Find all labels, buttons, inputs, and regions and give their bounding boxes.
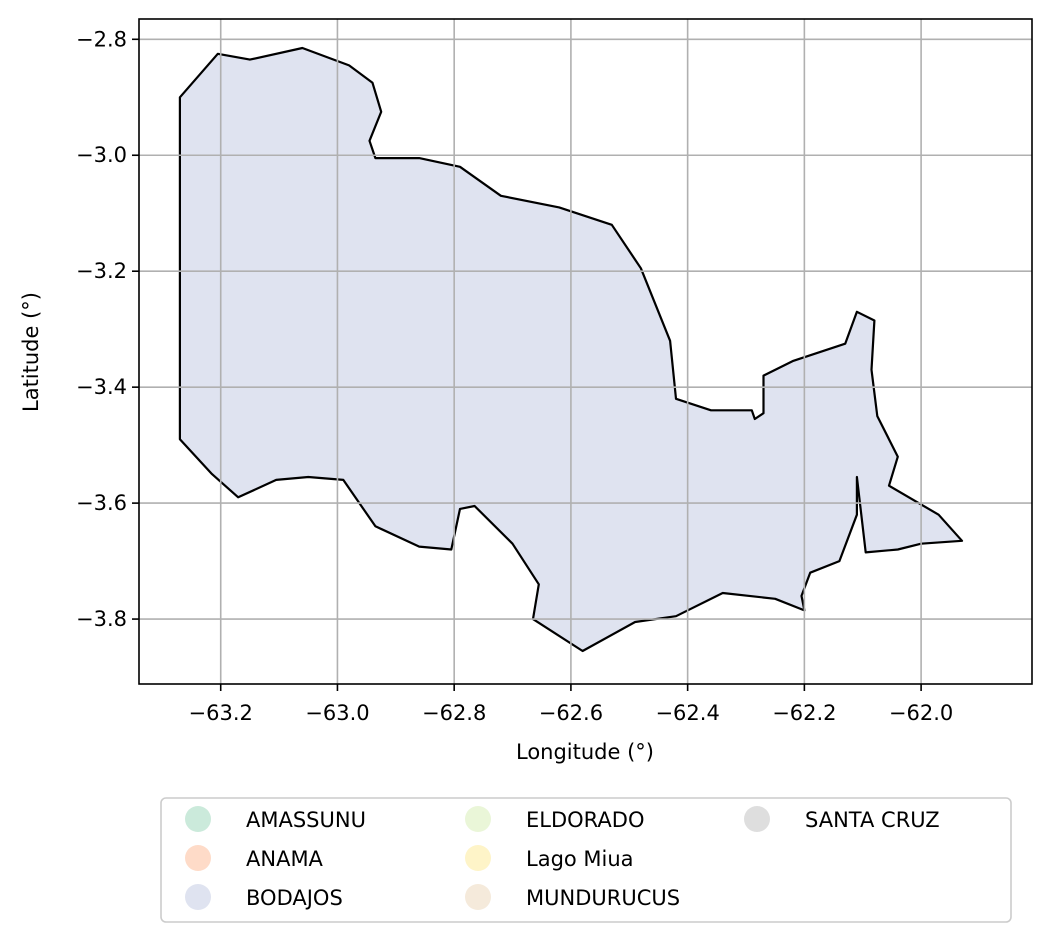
legend-entry: MUNDURUCUS bbox=[465, 884, 680, 910]
legend-marker bbox=[185, 806, 211, 832]
x-tick-label: −62.0 bbox=[889, 701, 953, 725]
legend-marker bbox=[185, 845, 211, 871]
x-tick-label: −62.8 bbox=[422, 701, 486, 725]
legend-label: Lago Miua bbox=[526, 847, 634, 871]
legend-entry: BODAJOS bbox=[185, 884, 343, 910]
legend-label: MUNDURUCUS bbox=[526, 886, 680, 910]
legend-marker bbox=[465, 845, 491, 871]
legend-marker bbox=[465, 884, 491, 910]
y-tick-label: −3.6 bbox=[76, 491, 127, 515]
legend-marker bbox=[185, 884, 211, 910]
legend-label: ELDORADO bbox=[526, 808, 644, 832]
legend-marker bbox=[744, 806, 770, 832]
x-axis-ticks: −63.2 −63.0 −62.8 −62.6 −62.4 −62.2 −62.0 bbox=[189, 684, 953, 725]
x-tick-label: −62.2 bbox=[772, 701, 836, 725]
y-axis-ticks: −2.8 −3.0 −3.2 −3.4 −3.6 −3.8 bbox=[76, 27, 139, 631]
legend-label: ANAMA bbox=[246, 847, 324, 871]
y-tick-label: −3.8 bbox=[76, 607, 127, 631]
x-tick-label: −62.4 bbox=[655, 701, 719, 725]
legend-box bbox=[160, 797, 1012, 923]
x-tick-label: −63.2 bbox=[189, 701, 253, 725]
legend-entry: ANAMA bbox=[185, 845, 324, 871]
legend-entry: SANTA CRUZ bbox=[744, 806, 940, 832]
y-tick-label: −3.2 bbox=[76, 259, 127, 283]
plot-frame bbox=[138, 18, 1033, 685]
x-axis-label: Longitude (°) bbox=[516, 740, 654, 764]
legend-entry: Lago Miua bbox=[465, 845, 634, 871]
legend-marker bbox=[465, 806, 491, 832]
grid bbox=[139, 19, 1032, 684]
map-axes: −63.2 −63.0 −62.8 −62.6 −62.4 −62.2 −62.0 −2.8… bbox=[76, 18, 1033, 725]
legend-label: SANTA CRUZ bbox=[805, 808, 940, 832]
x-tick-label: −63.0 bbox=[305, 701, 369, 725]
legend: AMASSUNU ANAMA BODAJOS ELDORADO Lago Miua MUN… bbox=[160, 797, 1012, 923]
x-tick-label: −62.6 bbox=[539, 701, 603, 725]
legend-entry: AMASSUNU bbox=[185, 806, 366, 832]
legend-entries: AMASSUNU ANAMA BODAJOS ELDORADO Lago Miua MUN… bbox=[185, 806, 940, 910]
legend-label: AMASSUNU bbox=[246, 808, 366, 832]
y-tick-label: −2.8 bbox=[76, 27, 127, 51]
y-tick-label: −3.0 bbox=[76, 143, 127, 167]
y-tick-label: −3.4 bbox=[76, 375, 127, 399]
legend-entry: ELDORADO bbox=[465, 806, 644, 832]
y-axis-label: Latitude (°) bbox=[19, 292, 43, 412]
legend-label: BODAJOS bbox=[246, 886, 343, 910]
